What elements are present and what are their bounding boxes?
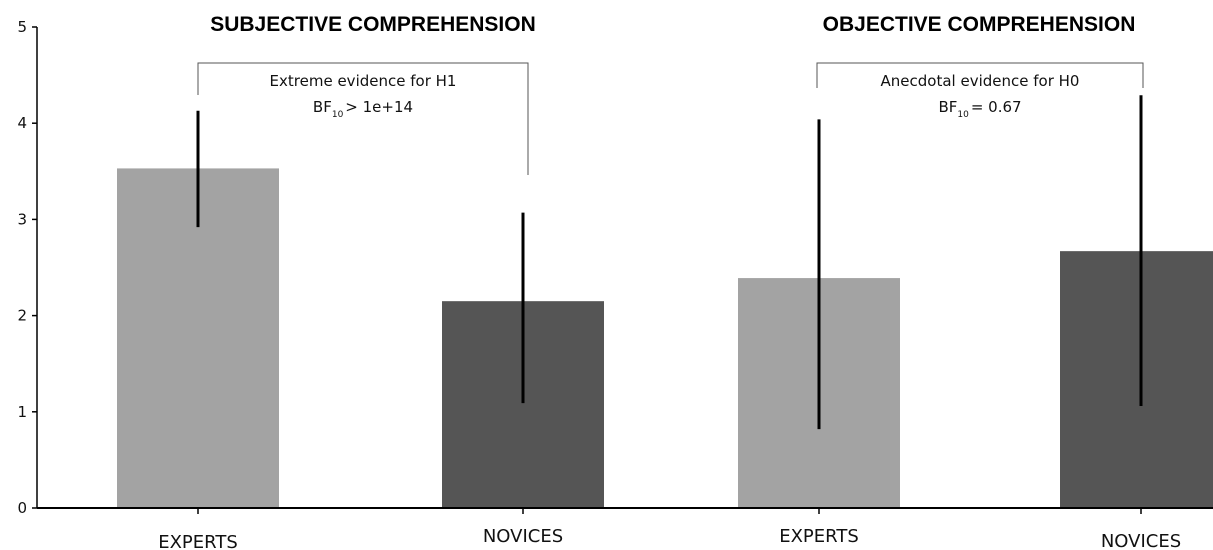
x-category-label: EXPERTS: [158, 532, 238, 550]
x-category-label: NOVICES: [1101, 531, 1181, 550]
panel-title-subjective: SUBJECTIVE COMPREHENSION: [210, 13, 536, 36]
y-ticks: 0 1 2 3 4 5: [17, 18, 37, 517]
significance-bracket-objective: [816, 62, 1144, 88]
x-category-label: EXPERTS: [779, 526, 859, 547]
error-bars-layer: [196, 95, 1143, 430]
bf-prefix: BF: [938, 98, 957, 116]
bar-novices-panel-2: [1060, 251, 1213, 508]
bars-layer: [117, 168, 1213, 508]
y-tick-label: 5: [17, 18, 27, 36]
panel-title-objective: OBJECTIVE COMPREHENSION: [823, 13, 1136, 36]
significance-bracket-subjective: [197, 62, 529, 175]
x-category-labels: EXPERTS NOVICES EXPERTS NOVICES: [158, 508, 1181, 550]
x-category-label: NOVICES: [483, 526, 563, 547]
axes: [36, 27, 1213, 509]
bf-value: > 1e+14: [345, 98, 413, 116]
panel-titles: SUBJECTIVE COMPREHENSION OBJECTIVE COMPR…: [210, 13, 1135, 36]
y-tick-label: 2: [17, 307, 27, 325]
y-tick-label: 1: [17, 403, 27, 421]
bf-value: = 0.67: [971, 98, 1022, 116]
annotation-evidence-subjective: Extreme evidence for H1: [270, 72, 457, 90]
annotations: Extreme evidence for H1 BF10 > 1e+14 Anec…: [197, 62, 1144, 175]
y-tick-label: 0: [17, 499, 27, 517]
annotation-bayes-factor-objective: BF10 = 0.67: [938, 98, 1021, 120]
bf-prefix: BF: [313, 98, 332, 116]
annotation-bayes-factor-subjective: BF10 > 1e+14: [313, 98, 413, 120]
bf-subscript: 10: [332, 110, 344, 120]
bf-subscript: 10: [957, 110, 969, 120]
annotation-evidence-objective: Anecdotal evidence for H0: [881, 72, 1080, 90]
y-tick-label: 4: [17, 114, 27, 132]
y-tick-label: 3: [17, 210, 27, 228]
